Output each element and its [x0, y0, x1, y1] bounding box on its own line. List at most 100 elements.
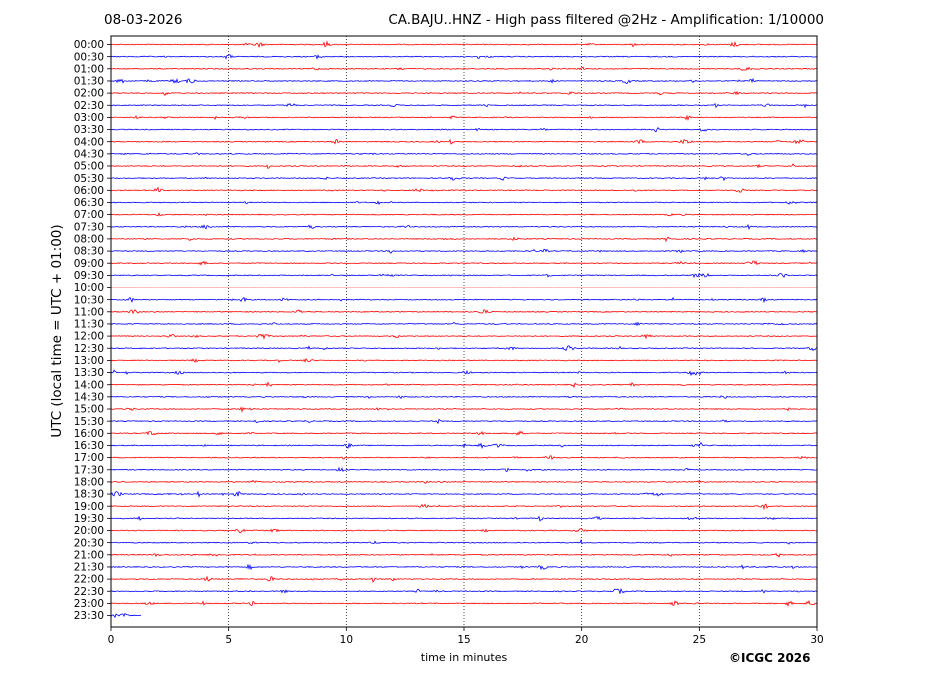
- trace-1700: [110, 455, 818, 460]
- y-tick-label: 21:30: [74, 562, 104, 574]
- y-tick-label: 13:30: [74, 367, 104, 379]
- trace-1930: [110, 515, 818, 522]
- gridlines: [228, 36, 700, 627]
- y-axis-label: UTC (local time = UTC + 01:00): [49, 224, 65, 438]
- trace-2300: [110, 599, 818, 607]
- x-tick-label: 20: [575, 634, 588, 646]
- y-tick-label: 18:30: [74, 489, 104, 501]
- trace-2130: [110, 563, 818, 571]
- y-tick-label: 16:30: [74, 440, 104, 452]
- y-tick-label: 12:30: [74, 343, 104, 355]
- trace-1830: [110, 490, 818, 498]
- y-tick-label: 14:30: [74, 391, 104, 403]
- trace-1100: [110, 309, 818, 315]
- y-tick-label: 07:30: [74, 221, 104, 233]
- y-tick-label: 20:30: [74, 537, 104, 549]
- date-label: 08-03-2026: [104, 12, 183, 28]
- trace-0600: [110, 186, 818, 193]
- trace-0100: [110, 66, 818, 71]
- trace-0300: [110, 114, 818, 121]
- y-tick-label: 03:30: [74, 124, 104, 136]
- trace-1730: [110, 466, 818, 473]
- x-tick-label: 5: [225, 634, 232, 646]
- trace-0330: [110, 126, 818, 133]
- y-tick-label: 10:00: [74, 282, 104, 294]
- trace-0900: [110, 260, 818, 266]
- x-tick-label: 0: [108, 634, 115, 646]
- trace-0400: [110, 138, 818, 145]
- y-tick-label: 06:30: [74, 197, 104, 209]
- y-tick-label: 19:30: [74, 513, 104, 525]
- y-tick-label: 01:30: [74, 76, 104, 88]
- y-tick-label: 02:30: [74, 100, 104, 112]
- trace-1430: [110, 395, 818, 400]
- y-tick-label: 05:00: [74, 161, 104, 173]
- y-tick-label: 10:30: [74, 294, 104, 306]
- y-tick-label: 06:00: [74, 185, 104, 197]
- trace-2200: [110, 575, 818, 583]
- y-tick-label: 04:00: [74, 136, 104, 148]
- x-axis-ticks: 0 5 10 15 20 25 30: [108, 627, 824, 646]
- y-tick-label: 21:00: [74, 549, 104, 561]
- trace-1600: [110, 430, 818, 436]
- trace-0200: [110, 90, 818, 97]
- y-tick-label: 11:30: [74, 319, 104, 331]
- trace-1030: [110, 296, 818, 304]
- trace-0430: [110, 152, 818, 156]
- trace-0700: [110, 212, 818, 217]
- y-tick-label: 17:00: [74, 452, 104, 464]
- trace-2230: [110, 587, 818, 594]
- trace-0530: [110, 176, 818, 182]
- trace-1800: [110, 479, 818, 484]
- y-tick-label: 14:00: [74, 379, 104, 391]
- y-tick-label: 03:00: [74, 112, 104, 124]
- trace-0830: [110, 248, 818, 254]
- y-tick-label: 23:00: [74, 598, 104, 610]
- y-tick-label: 15:30: [74, 416, 104, 428]
- trace-0630: [110, 200, 818, 206]
- x-tick-label: 25: [693, 634, 706, 646]
- y-tick-label: 17:30: [74, 464, 104, 476]
- y-tick-label: 09:30: [74, 270, 104, 282]
- y-tick-label: 08:00: [74, 234, 104, 246]
- y-axis-ticks: 00:0000:3001:0001:3002:0002:3003:0003:30…: [74, 39, 111, 622]
- y-tick-label: 20:00: [74, 525, 104, 537]
- trace-0000: [110, 40, 818, 49]
- y-tick-label: 16:00: [74, 428, 104, 440]
- trace-1900: [110, 503, 818, 511]
- y-tick-label: 02:00: [74, 88, 104, 100]
- trace-0030: [110, 54, 818, 60]
- trace-0230: [110, 102, 818, 109]
- trace-1300: [110, 358, 818, 364]
- x-axis-label: time in minutes: [420, 651, 508, 664]
- trace-2100: [110, 552, 818, 558]
- y-tick-label: 19:00: [74, 501, 104, 513]
- y-tick-label: 01:00: [74, 63, 104, 75]
- y-tick-label: 05:30: [74, 173, 104, 185]
- trace-2000: [110, 528, 818, 534]
- y-tick-label: 22:30: [74, 586, 104, 598]
- trace-1330: [110, 369, 818, 377]
- y-tick-label: 07:00: [74, 209, 104, 221]
- y-tick-label: 13:00: [74, 355, 104, 367]
- x-tick-label: 10: [340, 634, 353, 646]
- traces: [110, 40, 818, 619]
- y-tick-label: 04:30: [74, 148, 104, 160]
- y-tick-label: 18:00: [74, 477, 104, 489]
- x-tick-label: 30: [810, 634, 823, 646]
- trace-0500: [110, 163, 818, 170]
- trace-2030: [110, 539, 818, 545]
- trace-2330: [110, 612, 142, 619]
- y-tick-label: 12:00: [74, 331, 104, 343]
- x-tick-label: 15: [457, 634, 470, 646]
- trace-0130: [110, 77, 818, 84]
- trace-1130: [110, 321, 818, 327]
- trace-1400: [110, 381, 818, 389]
- y-tick-label: 00:30: [74, 51, 104, 63]
- plot-frame: [110, 35, 818, 628]
- copyright-label: ©ICGC 2026: [729, 651, 811, 665]
- y-tick-label: 11:00: [74, 306, 104, 318]
- trace-1530: [110, 418, 818, 425]
- y-tick-label: 22:00: [74, 574, 104, 586]
